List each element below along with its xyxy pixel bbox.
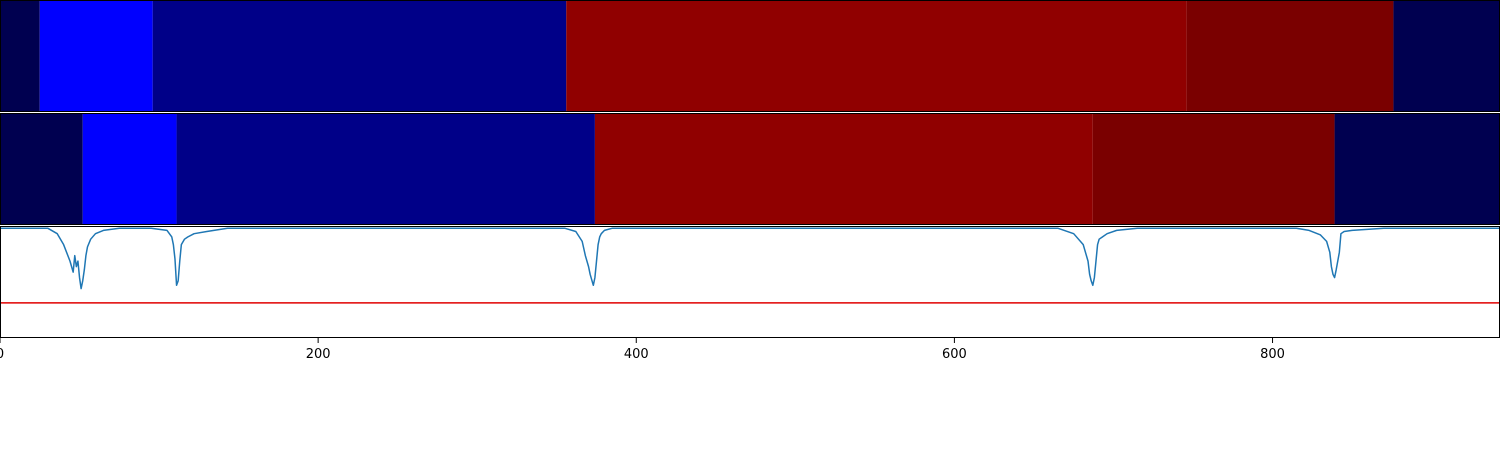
middle-band-segment-2 <box>176 113 595 225</box>
x-tick-label-600: 600 <box>942 347 967 362</box>
top-band-segment-4 <box>1186 0 1394 112</box>
top-band-segment-3 <box>566 0 1187 112</box>
middle-band-segment-3 <box>594 113 1093 225</box>
top-band-panel <box>0 0 1500 112</box>
x-tick-label-800: 800 <box>1260 347 1285 362</box>
top-band-segment-0 <box>0 0 40 112</box>
middle-band-segment-1 <box>82 113 177 225</box>
x-axis: 0 200 400 600 800 <box>0 338 1285 362</box>
middle-band-panel <box>0 113 1500 225</box>
x-tick-label-200: 200 <box>306 347 331 362</box>
signal-panel <box>0 226 1500 338</box>
middle-band-segment-4 <box>1092 113 1335 225</box>
top-band-segment-1 <box>39 0 153 112</box>
middle-band-segment-0 <box>0 113 83 225</box>
middle-band-segment-5 <box>1334 113 1500 225</box>
signal-series-line-0 <box>0 227 1500 290</box>
top-band-segment-5 <box>1393 0 1500 112</box>
top-band-segment-2 <box>152 0 567 112</box>
x-tick-label-0: 0 <box>0 347 4 362</box>
x-tick-label-400: 400 <box>624 347 649 362</box>
